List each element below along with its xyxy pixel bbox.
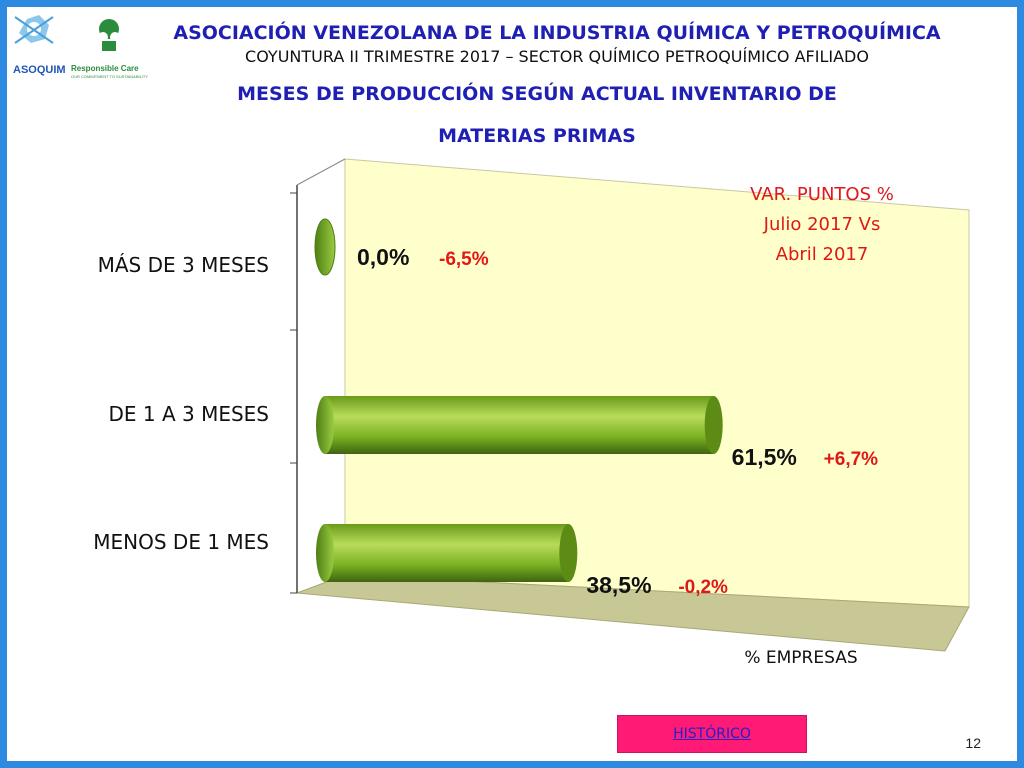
history-button-label: HISTÓRICO [673, 726, 751, 742]
org-title: ASOCIACIÓN VENEZOLANA DE LA INDUSTRIA QU… [173, 22, 941, 44]
responsible-care-text: Responsible Care [71, 64, 139, 73]
bar-start-cap [316, 524, 334, 582]
variation-header-line: Abril 2017 [776, 244, 869, 265]
chart-title: MESES DE PRODUCCIÓN SEGÚN ACTUAL INVENTA… [157, 73, 917, 157]
asoquim-logo-text: ASOQUIM [13, 64, 66, 76]
responsible-care-logo-icon [98, 19, 120, 51]
history-button[interactable]: HISTÓRICO [617, 715, 807, 753]
bar-2 [325, 524, 569, 582]
variation-header-line: Julio 2017 Vs [763, 214, 881, 235]
category-label: MÁS DE 3 MESES [98, 253, 269, 277]
logos: ASOQUIM Responsible Care OUR COMMITMENT … [9, 11, 149, 81]
x-axis-label: % EMPRESAS [744, 648, 857, 668]
page-number: 12 [965, 735, 981, 751]
responsible-care-tagline: OUR COMMITMENT TO SUSTAINABILITY [71, 74, 148, 79]
chart-title-line1: MESES DE PRODUCCIÓN SEGÚN ACTUAL INVENTA… [237, 83, 837, 105]
variation-label: +6,7% [824, 449, 879, 470]
bar-1 [325, 396, 714, 454]
plot-axis-depth [296, 158, 346, 186]
value-label: 38,5% [586, 572, 651, 598]
asoquim-logo-icon [14, 15, 54, 44]
variation-label: -6,5% [439, 249, 489, 270]
value-label: 61,5% [732, 444, 797, 470]
chart-title-line2: MATERIAS PRIMAS [438, 125, 636, 147]
report-subtitle: COYUNTURA II TRIMESTRE 2017 – SECTOR QUÍ… [245, 47, 869, 66]
bar-end-cap [704, 396, 723, 454]
category-label: DE 1 A 3 MESES [108, 402, 269, 426]
variation-header-line: VAR. PUNTOS % [750, 184, 894, 205]
bar-chart: MÁS DE 3 MESES 0,0% -6,5% DE 1 A 3 MESES 61,… [93, 158, 970, 668]
bar-0 [314, 218, 336, 276]
bar-start-cap [316, 396, 334, 454]
value-label: 0,0% [357, 244, 409, 270]
bar-end-cap [559, 524, 578, 582]
category-label: MENOS DE 1 MES [93, 530, 269, 554]
variation-label: -0,2% [678, 577, 728, 598]
